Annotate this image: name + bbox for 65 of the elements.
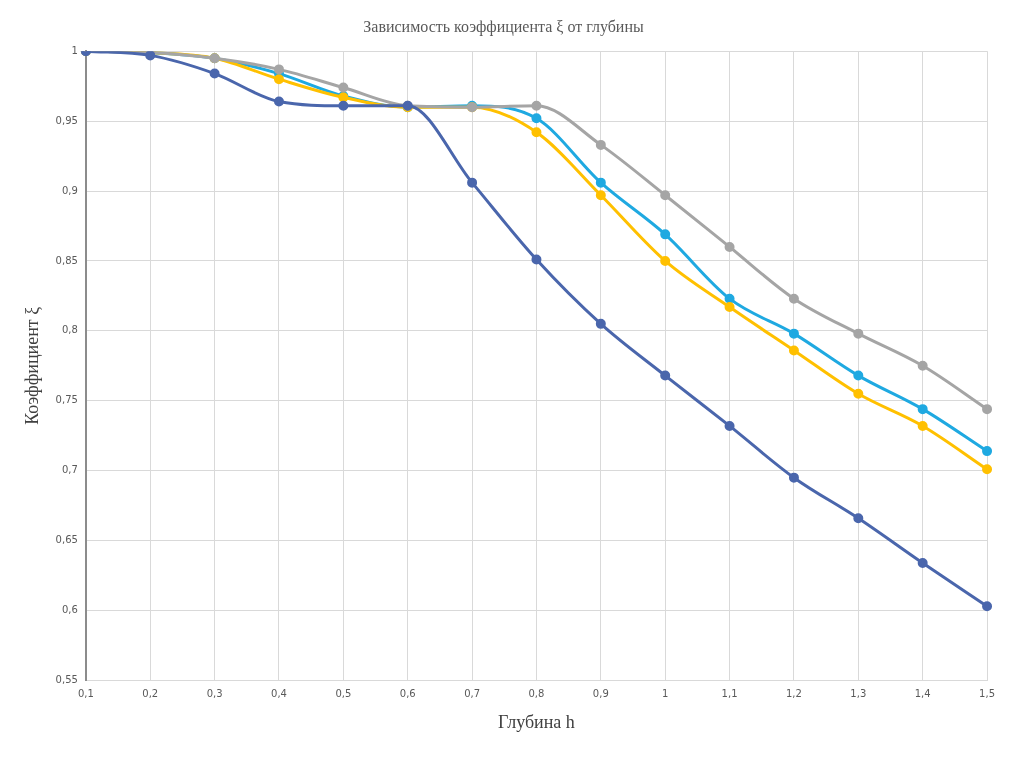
x-tick-label: 0,3 [206, 687, 223, 699]
x-tick-label: 0,2 [142, 687, 159, 699]
point [338, 82, 349, 93]
x-tick-label: 0,6 [399, 687, 416, 699]
point [788, 328, 799, 339]
point [853, 388, 864, 399]
point [531, 100, 542, 111]
y-axis-title: Коэффициент ξ [21, 306, 42, 425]
point [982, 464, 993, 475]
x-tick-label: 0,1 [77, 687, 94, 699]
x-tick-label: 1,1 [721, 687, 738, 699]
y-tick-label: 0,6 [61, 604, 78, 616]
point [595, 318, 606, 329]
point [531, 254, 542, 265]
point [788, 293, 799, 304]
x-tick-label: 1,4 [914, 687, 931, 699]
point [660, 370, 671, 381]
point [724, 241, 735, 252]
point [467, 177, 478, 188]
x-tick-label: 1,2 [785, 687, 802, 699]
point [595, 139, 606, 150]
point [917, 404, 928, 415]
point [917, 557, 928, 568]
x-axis-title: Глубина h [498, 711, 575, 732]
x-tick-label: 0,4 [271, 687, 287, 699]
y-tick-label: 0,85 [55, 254, 78, 266]
point [917, 360, 928, 371]
point [982, 601, 993, 612]
y-tick-label: 0,75 [55, 394, 78, 406]
x-tick-label: 0,9 [592, 687, 609, 699]
point [338, 100, 349, 111]
point [982, 446, 993, 457]
point [595, 177, 606, 188]
x-tick-label: 0,8 [528, 687, 545, 699]
point [531, 127, 542, 138]
point [853, 328, 864, 339]
point [853, 370, 864, 381]
point [531, 113, 542, 124]
y-tick-label: 0,7 [61, 464, 78, 476]
x-tick-label: 0,7 [464, 687, 481, 699]
y-tick-label: 0,9 [61, 184, 78, 196]
y-tick-label: 0,55 [55, 673, 78, 685]
point [660, 190, 671, 201]
y-tick-label: 0,8 [61, 324, 78, 336]
point [273, 96, 284, 107]
x-tick-label: 1,5 [979, 687, 995, 699]
y-tick-label: 1 [71, 44, 78, 56]
point [724, 302, 735, 313]
point [788, 345, 799, 356]
point [660, 255, 671, 266]
chart-title: Зависимость коэффициента ξ от глубины [363, 17, 644, 36]
point [724, 420, 735, 431]
point [917, 420, 928, 431]
point [853, 513, 864, 524]
x-tick-label: 1,3 [850, 687, 867, 699]
point [660, 229, 671, 240]
point [209, 68, 220, 79]
point [982, 404, 993, 415]
x-tick-label: 1 [662, 687, 669, 699]
y-tick-label: 0,65 [55, 534, 78, 546]
y-tick-label: 0,95 [55, 114, 78, 126]
point [595, 190, 606, 201]
point [724, 293, 735, 304]
x-tick-label: 0,5 [335, 687, 352, 699]
point [788, 472, 799, 483]
